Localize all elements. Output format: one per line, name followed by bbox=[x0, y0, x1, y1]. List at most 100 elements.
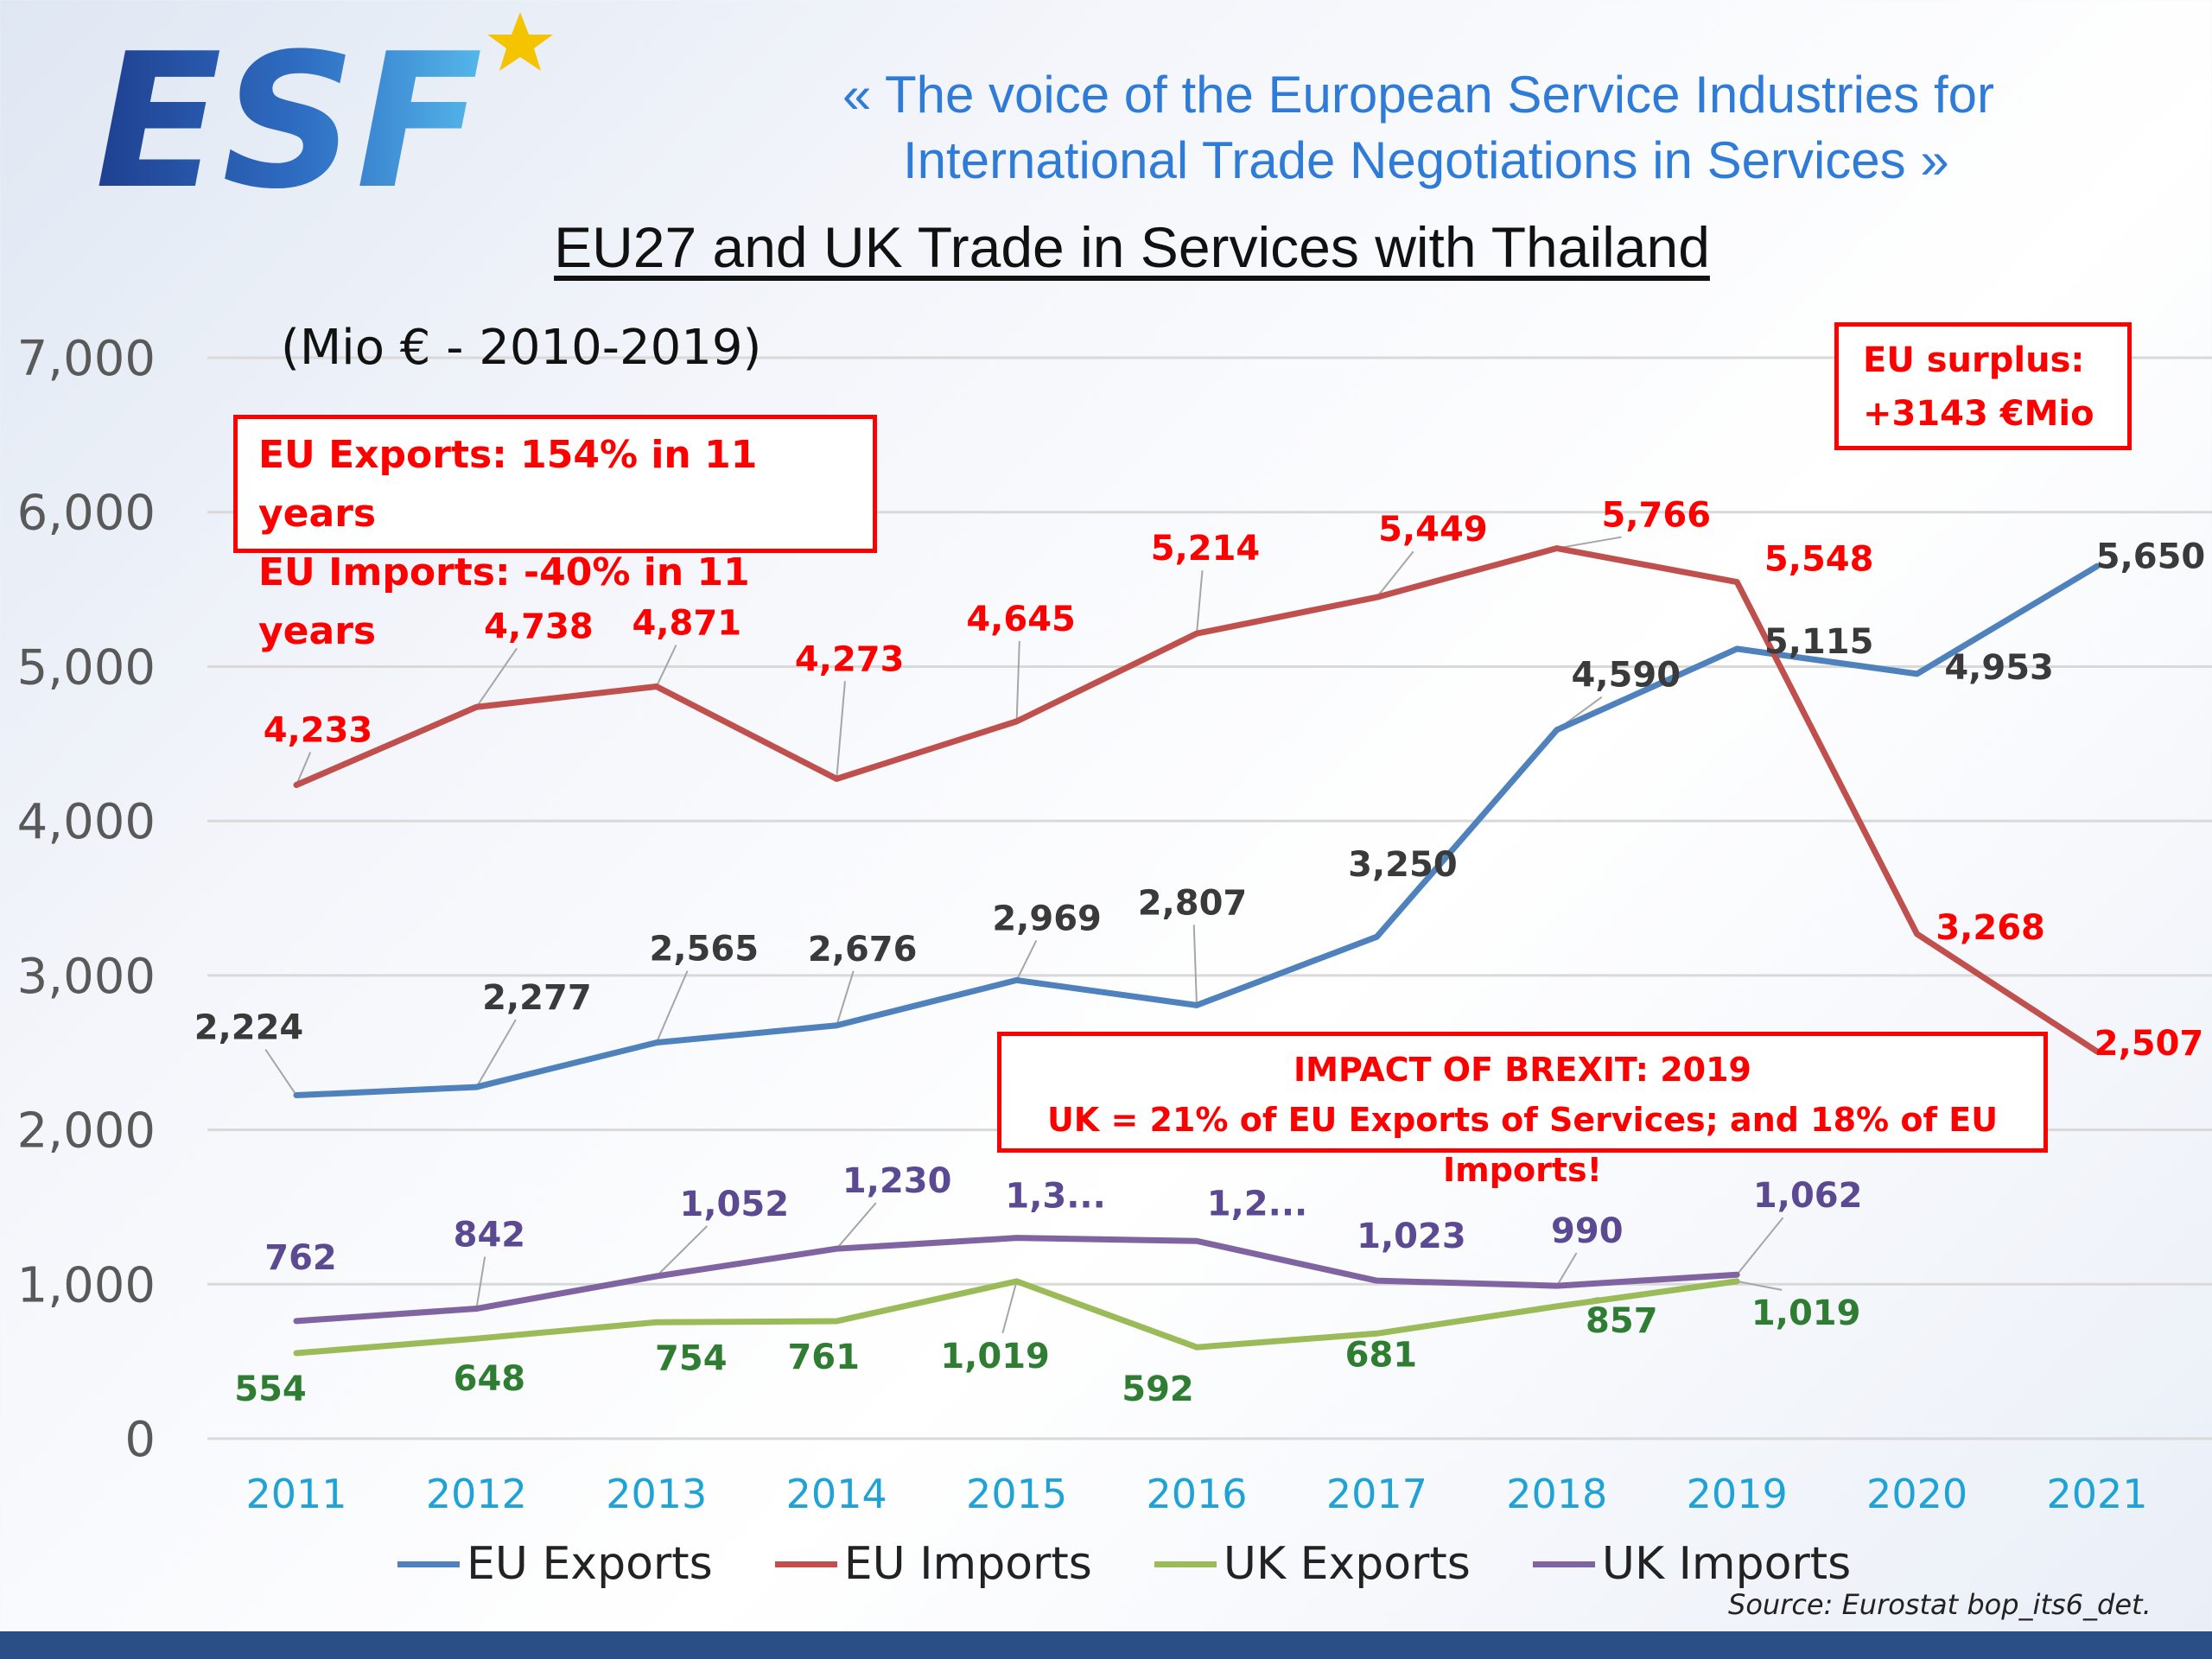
data-label-eu-exports: 2,277 bbox=[482, 978, 592, 1018]
data-label-leader bbox=[656, 1225, 709, 1277]
data-label-uk-exports: 857 bbox=[1586, 1301, 1658, 1341]
chart-legend: EU Exports EU Imports UK Exports UK Impo… bbox=[397, 1538, 1851, 1590]
y-tick-label: 6,000 bbox=[17, 486, 156, 542]
data-label-eu-imports: 4,738 bbox=[484, 607, 594, 646]
legend-label-uk-imports: UK Imports bbox=[1601, 1538, 1852, 1590]
x-tick-label: 2011 bbox=[245, 1471, 346, 1517]
data-label-leader bbox=[475, 1256, 486, 1309]
data-point-eu-exports bbox=[1194, 1002, 1199, 1008]
data-label-leader bbox=[296, 752, 312, 785]
data-point-eu-exports bbox=[834, 1022, 840, 1028]
data-point-uk-exports bbox=[474, 1336, 480, 1342]
data-label-leader bbox=[475, 1019, 517, 1088]
growth-imports-text: EU Imports: -40% in 11 years bbox=[258, 550, 750, 653]
data-point-uk-imports bbox=[1554, 1283, 1560, 1289]
data-point-uk-imports bbox=[834, 1246, 840, 1252]
data-point-eu-imports bbox=[1914, 931, 1920, 937]
y-tick-label: 4,000 bbox=[17, 794, 156, 850]
x-tick-label: 2012 bbox=[426, 1471, 527, 1517]
footer-band bbox=[0, 1631, 2212, 1659]
data-label-leader bbox=[1196, 570, 1204, 634]
legend-item-uk-exports: UK Exports bbox=[1154, 1538, 1471, 1590]
legend-swatch-eu-exports bbox=[397, 1560, 460, 1567]
data-label-eu-exports: 4,953 bbox=[1944, 648, 2054, 688]
data-label-eu-exports: 3,250 bbox=[1348, 845, 1458, 885]
data-point-eu-exports bbox=[1554, 727, 1560, 733]
data-label-uk-exports: 761 bbox=[787, 1338, 860, 1377]
source-note: Source: Eurostat bop_its6_det. bbox=[1728, 1588, 2152, 1621]
data-label-uk-exports: 592 bbox=[1122, 1370, 1194, 1409]
data-label-eu-exports: 2,565 bbox=[650, 930, 760, 969]
data-label-leader bbox=[655, 645, 677, 687]
data-point-uk-exports bbox=[294, 1350, 299, 1356]
legend-item-uk-imports: UK Imports bbox=[1532, 1538, 1852, 1590]
data-label-eu-exports: 2,676 bbox=[808, 930, 918, 969]
y-tick-label: 5,000 bbox=[17, 639, 156, 696]
data-label-leader bbox=[1737, 1280, 1783, 1291]
legend-label-eu-exports: EU Exports bbox=[467, 1538, 713, 1590]
legend-label-uk-exports: UK Exports bbox=[1223, 1538, 1471, 1590]
data-label-leader bbox=[1001, 1281, 1018, 1334]
data-point-uk-imports bbox=[1194, 1238, 1199, 1244]
x-tick-label: 2019 bbox=[1687, 1471, 1788, 1517]
data-point-uk-imports bbox=[474, 1306, 480, 1312]
data-point-eu-exports bbox=[2094, 563, 2100, 569]
data-label-uk-imports: 990 bbox=[1551, 1211, 1624, 1251]
data-label-eu-exports: 4,590 bbox=[1572, 656, 1681, 696]
data-label-leader bbox=[1736, 1217, 1784, 1275]
x-tick-label: 2020 bbox=[1866, 1471, 1967, 1517]
data-point-uk-imports bbox=[1014, 1235, 1020, 1241]
data-label-uk-exports: 1,019 bbox=[940, 1337, 1050, 1376]
data-label-uk-imports: 842 bbox=[454, 1216, 526, 1255]
surplus-annotation-box: EU surplus: +3143 €Mio bbox=[1834, 322, 2132, 450]
data-point-uk-exports bbox=[653, 1319, 659, 1325]
data-point-eu-imports bbox=[1374, 594, 1380, 601]
brexit-annotation-box: IMPACT OF BREXIT: 2019 UK = 21% of EU Ex… bbox=[997, 1032, 2048, 1189]
tagline-line-1: « The voice of the European Service Indu… bbox=[842, 66, 1994, 124]
data-point-eu-imports bbox=[2094, 1048, 2100, 1054]
brexit-detail: UK = 21% of EU Exports of Services; and … bbox=[1046, 1101, 1999, 1189]
legend-label-eu-imports: EU Imports bbox=[843, 1538, 1092, 1590]
brexit-heading: IMPACT OF BREXIT: 2019 bbox=[1294, 1051, 1751, 1089]
data-point-uk-exports bbox=[1734, 1278, 1740, 1284]
data-label-eu-imports: 5,548 bbox=[1764, 540, 1874, 580]
data-label-eu-imports: 5,766 bbox=[1602, 496, 1712, 536]
data-point-uk-imports bbox=[653, 1273, 659, 1279]
data-label-uk-imports: 1,062 bbox=[1753, 1176, 1863, 1216]
logo-star-icon bbox=[487, 12, 553, 71]
x-tick-label: 2018 bbox=[1506, 1471, 1607, 1517]
data-point-eu-imports bbox=[653, 683, 659, 690]
data-point-eu-exports bbox=[653, 1039, 659, 1046]
data-label-eu-imports: 4,233 bbox=[264, 711, 373, 751]
y-tick-label: 7,000 bbox=[17, 331, 156, 387]
data-point-uk-imports bbox=[1374, 1278, 1380, 1284]
data-label-leader bbox=[836, 1202, 877, 1249]
data-label-eu-imports: 4,645 bbox=[966, 600, 1076, 639]
data-label-eu-imports: 5,449 bbox=[1378, 510, 1488, 550]
x-tick-label: 2017 bbox=[1326, 1471, 1427, 1517]
surplus-value: +3143 €Mio bbox=[1863, 394, 2094, 434]
data-label-leader bbox=[1376, 550, 1414, 598]
surplus-label: EU surplus: bbox=[1863, 340, 2085, 380]
legend-swatch-uk-imports bbox=[1532, 1560, 1595, 1567]
data-point-uk-exports bbox=[834, 1319, 840, 1325]
growth-exports-text: EU Exports: 154% in 11 years bbox=[258, 433, 758, 536]
x-tick-label: 2016 bbox=[1146, 1471, 1247, 1517]
esf-logo: ESF bbox=[95, 12, 553, 207]
data-point-eu-exports bbox=[1014, 977, 1020, 983]
data-label-uk-exports: 1,019 bbox=[1751, 1294, 1861, 1333]
data-label-leader bbox=[836, 681, 846, 779]
data-point-uk-imports bbox=[1734, 1272, 1740, 1278]
legend-swatch-uk-exports bbox=[1154, 1560, 1217, 1567]
data-label-eu-imports: 3,268 bbox=[1936, 908, 2045, 948]
growth-annotation-box: EU Exports: 154% in 11 years EU Imports:… bbox=[233, 415, 877, 653]
data-point-eu-exports bbox=[1734, 645, 1740, 652]
data-label-leader bbox=[475, 647, 518, 708]
data-point-uk-imports bbox=[294, 1318, 299, 1324]
data-label-leader bbox=[836, 970, 855, 1027]
data-label-uk-exports: 554 bbox=[234, 1370, 307, 1409]
data-label-leader bbox=[1556, 536, 1622, 550]
data-label-eu-exports: 2,224 bbox=[194, 1008, 304, 1048]
legend-item-eu-exports: EU Exports bbox=[397, 1538, 713, 1590]
